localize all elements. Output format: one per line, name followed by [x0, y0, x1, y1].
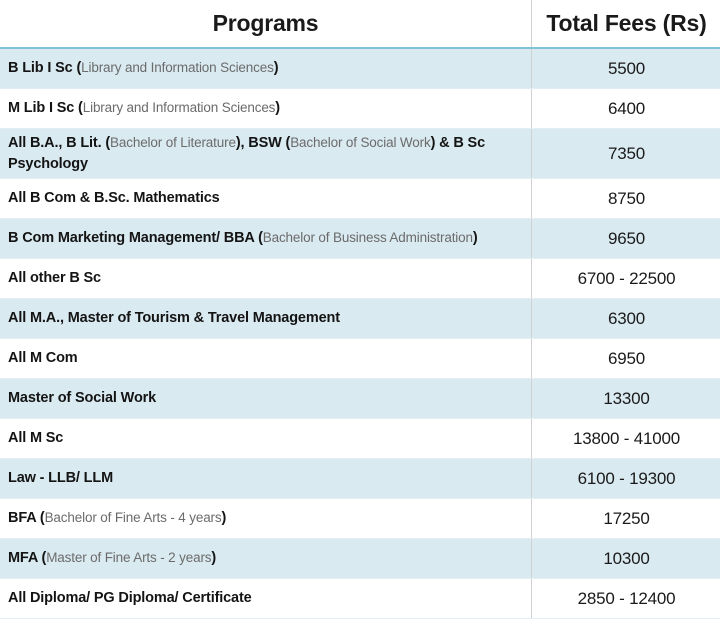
program-cell: All other B Sc — [0, 259, 532, 299]
program-name: B Lib I Sc — [8, 60, 73, 76]
program-detail: Bachelor of Fine Arts - 4 years — [45, 510, 222, 525]
fee-value: 5500 — [608, 59, 645, 78]
table-header: Programs Total Fees (Rs) — [0, 0, 720, 48]
fee-cell: 6400 — [532, 89, 720, 129]
program-name: Master of Social Work — [8, 390, 156, 406]
program-cell: All Diploma/ PG Diploma/ Certificate — [0, 579, 532, 619]
fee-value: 2850 - 12400 — [578, 589, 676, 608]
program-name: BFA — [8, 510, 36, 526]
table-body: B Lib I Sc (Library and Information Scie… — [0, 48, 720, 619]
table-row: All M Com 6950 — [0, 339, 720, 379]
paren-close: ) — [275, 100, 280, 116]
fee-cell: 10300 — [532, 539, 720, 579]
column-header-programs-label: Programs — [0, 11, 531, 36]
table-row: Master of Social Work 13300 — [0, 379, 720, 419]
program-detail: Master of Fine Arts - 2 years — [46, 550, 211, 565]
program-name: , BSW — [241, 135, 282, 151]
paren-close: ) — [222, 510, 227, 526]
paren-open: ( — [254, 230, 263, 246]
program-name: All M Sc — [8, 430, 63, 446]
fee-cell: 13300 — [532, 379, 720, 419]
fee-value: 10300 — [603, 549, 649, 568]
program-detail: Library and Information Sciences — [83, 100, 276, 115]
fee-value: 17250 — [603, 509, 649, 528]
fee-value: 6100 - 19300 — [578, 469, 676, 488]
program-name: All B Com & B.Sc. Mathematics — [8, 190, 220, 206]
table-row: All other B Sc 6700 - 22500 — [0, 259, 720, 299]
paren-open: ( — [282, 135, 291, 151]
paren-open: ( — [101, 135, 110, 151]
program-detail: Bachelor of Literature — [110, 135, 236, 150]
table-row: All M Sc 13800 - 41000 — [0, 419, 720, 459]
paren-close: ) — [274, 60, 279, 76]
table-row: All M.A., Master of Tourism & Travel Man… — [0, 299, 720, 339]
program-cell: B Com Marketing Management/ BBA (Bachelo… — [0, 219, 532, 259]
program-name: All Diploma/ PG Diploma/ Certificate — [8, 590, 252, 606]
fee-value: 13300 — [603, 389, 649, 408]
fee-value: 7350 — [608, 144, 645, 163]
fee-value: 6400 — [608, 99, 645, 118]
program-name: All B.A., B Lit. — [8, 135, 101, 151]
program-name: All other B Sc — [8, 270, 101, 286]
fee-value: 6300 — [608, 309, 645, 328]
fee-cell: 6100 - 19300 — [532, 459, 720, 499]
program-cell: Master of Social Work — [0, 379, 532, 419]
fee-value: 9650 — [608, 229, 645, 248]
fee-cell: 7350 — [532, 129, 720, 179]
column-header-fees: Total Fees (Rs) — [532, 0, 720, 48]
table-row: MFA (Master of Fine Arts - 2 years) 10300 — [0, 539, 720, 579]
program-name: All M.A., Master of Tourism & Travel Man… — [8, 310, 340, 326]
table-row: All Diploma/ PG Diploma/ Certificate 2850… — [0, 579, 720, 619]
program-cell: All B.A., B Lit. (Bachelor of Literature… — [0, 129, 532, 179]
program-cell: M Lib I Sc (Library and Information Scie… — [0, 89, 532, 129]
table-row: All B Com & B.Sc. Mathematics 8750 — [0, 179, 720, 219]
table-row: All B.A., B Lit. (Bachelor of Literature… — [0, 129, 720, 179]
paren-open: ( — [36, 510, 45, 526]
fee-cell: 9650 — [532, 219, 720, 259]
program-name: B Com Marketing Management/ BBA — [8, 230, 254, 246]
program-detail: Bachelor of Social Work — [290, 135, 430, 150]
table-row: Law - LLB/ LLM 6100 - 19300 — [0, 459, 720, 499]
program-name: All M Com — [8, 350, 78, 366]
table-row: B Lib I Sc (Library and Information Scie… — [0, 48, 720, 89]
header-row: Programs Total Fees (Rs) — [0, 0, 720, 48]
program-cell: B Lib I Sc (Library and Information Scie… — [0, 48, 532, 89]
program-cell: All M Com — [0, 339, 532, 379]
fee-cell: 13800 - 41000 — [532, 419, 720, 459]
program-cell: MFA (Master of Fine Arts - 2 years) — [0, 539, 532, 579]
column-header-fees-label: Total Fees (Rs) — [532, 11, 720, 36]
table-row: M Lib I Sc (Library and Information Scie… — [0, 89, 720, 129]
program-name: M Lib I Sc — [8, 100, 74, 116]
program-cell: All M Sc — [0, 419, 532, 459]
fee-cell: 6950 — [532, 339, 720, 379]
fee-cell: 6300 — [532, 299, 720, 339]
column-header-programs: Programs — [0, 0, 532, 48]
fee-cell: 6700 - 22500 — [532, 259, 720, 299]
program-name: Law - LLB/ LLM — [8, 470, 113, 486]
program-name: MFA — [8, 550, 38, 566]
program-cell: All B Com & B.Sc. Mathematics — [0, 179, 532, 219]
paren-open: ( — [73, 60, 82, 76]
paren-open: ( — [74, 100, 83, 116]
paren-open: ( — [38, 550, 47, 566]
fee-cell: 8750 — [532, 179, 720, 219]
fee-value: 13800 - 41000 — [573, 429, 680, 448]
program-cell: All M.A., Master of Tourism & Travel Man… — [0, 299, 532, 339]
fee-value: 8750 — [608, 189, 645, 208]
program-detail: Bachelor of Business Administration — [263, 230, 473, 245]
program-detail: Library and Information Sciences — [81, 60, 274, 75]
fee-value: 6950 — [608, 349, 645, 368]
fee-value: 6700 - 22500 — [578, 269, 676, 288]
table-row: B Com Marketing Management/ BBA (Bachelo… — [0, 219, 720, 259]
fee-cell: 5500 — [532, 48, 720, 89]
paren-close: ) — [473, 230, 478, 246]
program-cell: Law - LLB/ LLM — [0, 459, 532, 499]
fee-cell: 2850 - 12400 — [532, 579, 720, 619]
paren-close: ) — [211, 550, 216, 566]
